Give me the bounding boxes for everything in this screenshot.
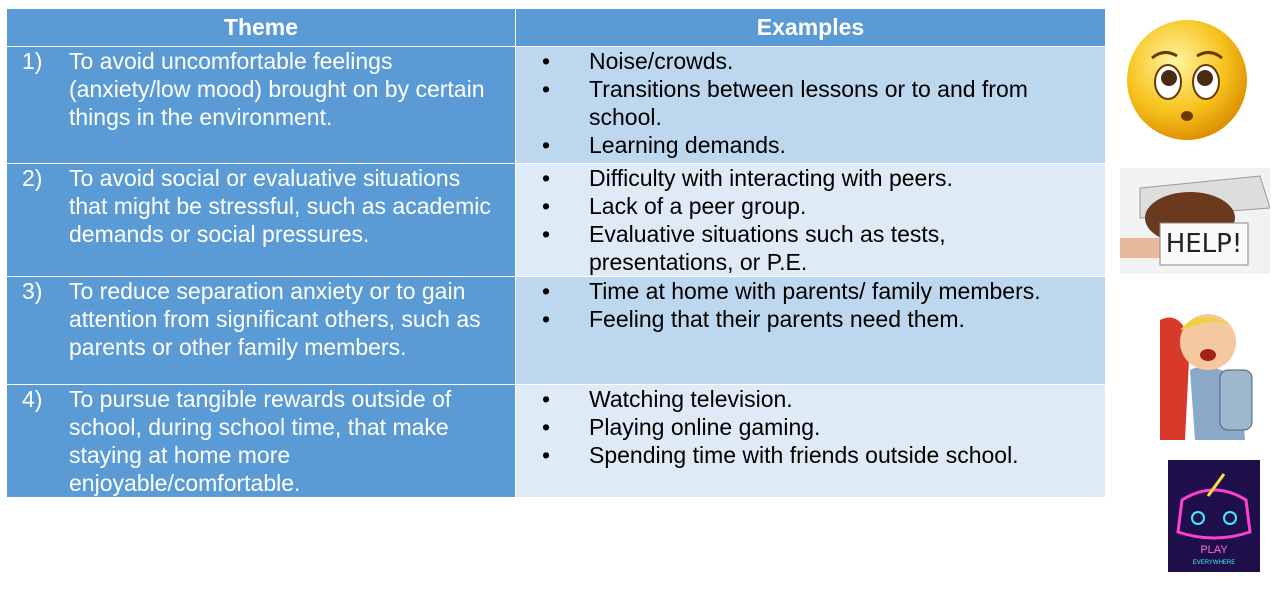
example-text: Noise/crowds. [589, 48, 734, 74]
example-text: Watching television. [589, 386, 793, 412]
theme-number: 4) [22, 386, 43, 412]
theme-number: 2) [22, 165, 43, 191]
example-item: • Difficulty with interacting with peers. [542, 164, 1065, 192]
example-item: • Spending time with friends outside scho… [542, 441, 1065, 469]
child-cartoon [1160, 314, 1253, 440]
table-row: 3) To reduce separation anxiety or to gai… [6, 276, 1106, 385]
theme-text: To avoid social or evaluative situations… [69, 165, 491, 247]
table-row: 4) To pursue tangible rewards outside of … [6, 384, 1106, 498]
examples-list: • Watching television. • Playing online gam… [516, 385, 1105, 469]
example-text: Lack of a peer group. [589, 193, 807, 219]
bullet: • [542, 132, 551, 158]
neon-text: PLAY [1200, 544, 1228, 556]
examples-cell: • Noise/crowds. • Transitions between lesso… [515, 46, 1106, 164]
example-item: • Time at home with parents/ family membe… [542, 277, 1065, 305]
examples-cell: • Time at home with parents/ family membe… [515, 276, 1106, 385]
bullet: • [542, 48, 551, 74]
bullet: • [542, 278, 551, 304]
example-item: • Evaluative situations such as tests, pr… [542, 220, 1065, 276]
bullet: • [542, 442, 551, 468]
example-item: • Lack of a peer group. [542, 192, 1065, 220]
example-text: Playing online gaming. [589, 414, 821, 440]
example-text: Spending time with friends outside schoo… [589, 442, 1019, 468]
theme-item: 1) To avoid uncomfortable feelings (anxie… [7, 47, 515, 131]
examples-list: • Noise/crowds. • Transitions between lesso… [516, 47, 1105, 159]
theme-item: 4) To pursue tangible rewards outside of … [7, 385, 515, 497]
example-text: Feeling that their parents need them. [589, 306, 965, 332]
theme-number: 3) [22, 278, 43, 304]
header-row: Theme Examples [6, 8, 1106, 47]
help-photo: HELP! [1120, 168, 1270, 274]
bullet: • [542, 221, 551, 247]
bullet: • [542, 193, 551, 219]
examples-list: • Time at home with parents/ family membe… [516, 277, 1105, 333]
neon-text: EVERYWHERE [1193, 560, 1236, 566]
example-text: Transitions between lessons or to and fr… [589, 76, 1028, 130]
example-item: • Noise/crowds. [542, 47, 1065, 75]
example-text: Time at home with parents/ family member… [589, 278, 1041, 304]
example-item: • Learning demands. [542, 131, 1065, 159]
theme-text: To reduce separation anxiety or to gain … [69, 278, 481, 360]
bullet: • [542, 414, 551, 440]
examples-cell: • Watching television. • Playing online gam… [515, 384, 1106, 498]
header-cell: Examples [515, 8, 1106, 47]
bullet: • [542, 165, 551, 191]
theme-item: 2) To avoid social or evaluative situatio… [7, 164, 515, 248]
bullet: • [542, 76, 551, 102]
table-row: 2) To avoid social or evaluative situatio… [6, 163, 1106, 277]
theme-text: To avoid uncomfortable feelings (anxiety… [69, 48, 485, 130]
example-text: Difficulty with interacting with peers. [589, 165, 953, 191]
theme-cell: 1) To avoid uncomfortable feelings (anxie… [6, 46, 516, 164]
theme-item: 3) To reduce separation anxiety or to gai… [7, 277, 515, 361]
theme-table: Theme Examples 1) To avoid uncomfortable … [6, 8, 1106, 498]
theme-cell: 2) To avoid social or evaluative situatio… [6, 163, 516, 277]
example-item: • Transitions between lessons or to and f… [542, 75, 1065, 131]
theme-cell: 4) To pursue tangible rewards outside of … [6, 384, 516, 498]
example-item: • Watching television. [542, 385, 1065, 413]
bullet: • [542, 306, 551, 332]
header-cell: Theme [6, 8, 516, 47]
example-item: • Playing online gaming. [542, 413, 1065, 441]
help-text: HELP! [1166, 229, 1243, 259]
theme-cell: 3) To reduce separation anxiety or to gai… [6, 276, 516, 385]
theme-text: To pursue tangible rewards outside of sc… [69, 386, 452, 496]
bullet: • [542, 386, 551, 412]
examples-list: • Difficulty with interacting with peers.… [516, 164, 1105, 276]
theme-number: 1) [22, 48, 43, 74]
example-text: Learning demands. [589, 132, 786, 158]
example-item: • Feeling that their parents need them. [542, 305, 1065, 333]
worried-emoji [1127, 20, 1247, 140]
table-row: 1) To avoid uncomfortable feelings (anxie… [6, 46, 1106, 164]
examples-cell: • Difficulty with interacting with peers.… [515, 163, 1106, 277]
neon-gaming: PLAY EVERYWHERE [1168, 460, 1260, 572]
example-text: Evaluative situations such as tests, pre… [589, 221, 946, 275]
